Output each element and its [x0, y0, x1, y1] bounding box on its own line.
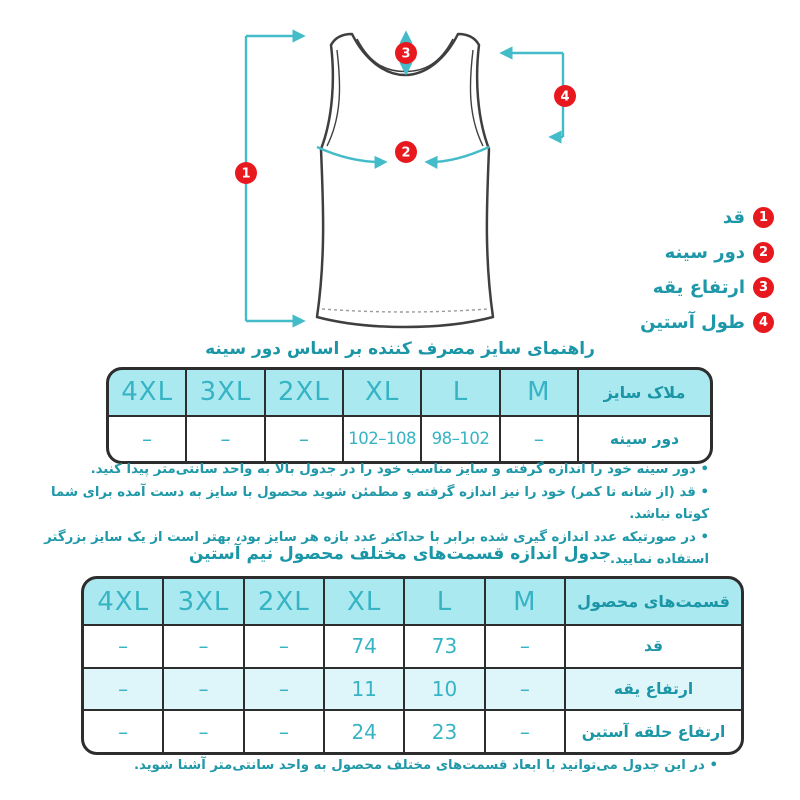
legend-badge-4: 4	[753, 312, 774, 333]
table-cell: 11	[325, 668, 404, 710]
product-parts-title: جدول اندازه قسمت‌های مختلف محصول نیم آست…	[188, 544, 612, 564]
chest-left-arrow	[316, 145, 388, 169]
table-cell: –	[244, 626, 323, 667]
table-cell: –	[485, 626, 564, 667]
table-header-label: قسمت‌های محصول	[566, 579, 741, 624]
table-header-label: ملاک سایز	[579, 370, 710, 415]
note-line: • دور سینه خود را اندازه گرفته و سایز من…	[90, 462, 709, 477]
size-column-header: XL	[325, 579, 404, 624]
legend-item-height: قد 1	[640, 200, 774, 235]
size-guide-title: راهنمای سایز مصرف کننده بر اساس دور سینه	[205, 339, 595, 359]
note-line: • قد (از شانه تا کمر) خود را نیز اندازه …	[51, 484, 709, 523]
legend-badge-1: 1	[753, 207, 774, 228]
table-cell: –	[109, 416, 186, 461]
table-cell: 102–108	[344, 416, 421, 461]
legend-label: قد	[722, 207, 745, 228]
marker-4-circle	[554, 85, 576, 107]
size-column-header: 2XL	[265, 370, 342, 415]
table-cell: –	[84, 711, 163, 752]
right-armhole-rib-line	[469, 49, 484, 147]
table-cell: –	[164, 711, 243, 752]
table-cell: –	[187, 416, 264, 461]
table-cell: –	[244, 711, 323, 752]
diagram-markers: 1 2 3 4	[235, 42, 576, 184]
table-cell: –	[485, 711, 564, 752]
table-cell: 24	[325, 711, 404, 752]
table-cell: –	[164, 626, 243, 667]
table-cell: 10	[405, 668, 484, 710]
legend-badge-3: 3	[753, 277, 774, 298]
legend-item-chest: دور سینه 2	[640, 235, 774, 270]
hem-stitch-line	[321, 308, 489, 313]
size-column-header: 3XL	[164, 579, 243, 624]
measure-legend: قد 1 دور سینه 2 ارتفاع یقه 3 طول آستین 4	[640, 200, 774, 340]
legend-label: طول آستین	[640, 312, 745, 333]
table-cell: –	[164, 668, 243, 710]
marker-2-number: 2	[401, 146, 410, 161]
note-line: • در صورتیکه عدد اندازه گیری شده برابر ب…	[44, 529, 709, 568]
marker-1-number: 1	[241, 167, 250, 182]
size-column-header: 4XL	[109, 370, 186, 415]
table-cell: –	[500, 416, 577, 461]
row-label: دور سینه	[579, 416, 710, 461]
table-cell: –	[84, 626, 163, 667]
table-cell: 74	[325, 626, 404, 667]
marker-2-circle	[395, 141, 417, 163]
row-label: ارتفاع یقه	[566, 668, 741, 710]
tank-top-diagram: 1 2 3 4	[235, 29, 576, 329]
legend-item-sleeve: طول آستین 4	[640, 305, 774, 340]
marker-3-number: 3	[401, 47, 410, 62]
table-cell: –	[244, 668, 323, 710]
marker-4-number: 4	[560, 90, 569, 105]
legend-label: دور سینه	[664, 242, 745, 263]
size-column-header: 2XL	[244, 579, 323, 624]
size-column-header: L	[405, 579, 484, 624]
note-line: • در این جدول می‌توانید با ابعاد قسمت‌ها…	[133, 758, 718, 773]
bottom-note: • در این جدول می‌توانید با ابعاد قسمت‌ها…	[18, 755, 718, 778]
legend-badge-2: 2	[753, 242, 774, 263]
size-column-header: 4XL	[84, 579, 163, 624]
row-label: ارتفاع حلقه آستین	[566, 711, 741, 752]
size-column-header: M	[500, 370, 577, 415]
size-column-header: M	[485, 579, 564, 624]
marker-1-circle	[235, 162, 257, 184]
size-guide-notes: • دور سینه خود را اندازه گرفته و سایز من…	[18, 459, 709, 572]
legend-label: ارتفاع یقه	[652, 277, 745, 298]
table-cell: –	[84, 668, 163, 710]
table-cell: 23	[405, 711, 484, 752]
legend-item-collar: ارتفاع یقه 3	[640, 270, 774, 305]
table-cell: 73	[405, 626, 484, 667]
table-cell: 98–102	[422, 416, 499, 461]
row-label: قد	[566, 626, 741, 667]
size-column-header: XL	[344, 370, 421, 415]
chest-size-table: 4XL 3XL 2XL XL L M ملاک سایز – – –102–108 98–102– د…	[106, 367, 713, 464]
marker-3-circle	[395, 42, 417, 64]
table-cell: –	[485, 668, 564, 710]
product-parts-table: 4XL 3XL 2XL XL L M قسمت‌های محصول – – –74 73– قد – – –…	[81, 576, 744, 755]
size-column-header: 3XL	[187, 370, 264, 415]
table-cell: –	[265, 416, 342, 461]
size-column-header: L	[422, 370, 499, 415]
tank-top-outline	[315, 32, 495, 329]
left-armhole-rib-line	[326, 49, 341, 147]
chest-right-arrow	[424, 145, 490, 169]
